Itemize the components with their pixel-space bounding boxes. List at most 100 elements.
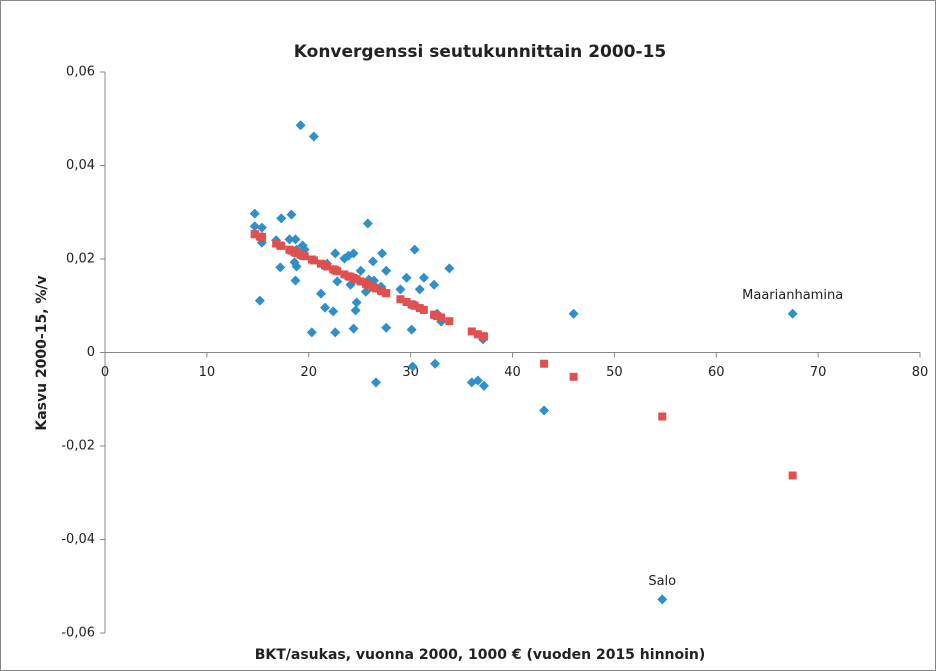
data-point [297,240,308,251]
x-tick-label: 0 [101,365,109,380]
data-point [467,327,476,336]
data-point [406,324,417,335]
x-tick-label: 10 [199,365,216,380]
data-point [370,377,381,388]
data-point [290,275,301,286]
data-point [285,245,294,254]
data-point [419,305,428,314]
data-point [315,288,326,299]
data-point [330,248,341,259]
data-point [378,287,387,296]
data-point [787,308,798,319]
annotation: Maarianhamina [742,288,843,303]
data-point [658,412,667,421]
y-tick-label: 0,02 [66,252,95,267]
data-point [290,234,301,245]
data-point [276,241,285,250]
data-point [362,218,373,229]
data-point [381,265,392,276]
data-point [395,284,406,295]
data-point [445,317,454,326]
data-point [349,274,358,283]
data-point [409,244,420,255]
data-point [340,270,349,279]
data-point [540,359,549,368]
y-tick-label: 0 [87,345,95,360]
data-point [330,327,341,338]
data-point [360,286,371,297]
chart-title: Konvergenssi seutukunnittain 2000-15 [294,42,666,62]
data-point [377,248,388,259]
data-point [320,302,331,313]
data-point [657,594,668,605]
data-point [308,131,319,142]
data-point [363,280,372,289]
data-point [382,289,391,298]
x-tick-label: 80 [912,365,929,380]
y-tick-label: -0,04 [61,532,95,547]
data-point [429,279,440,290]
data-point [333,267,342,276]
data-point [539,405,550,416]
data-point [291,261,302,272]
x-tick-label: 20 [300,365,317,380]
data-point [306,327,317,338]
data-point [255,232,264,241]
y-tick-label: 0,04 [66,158,95,173]
data-point [298,251,307,260]
x-tick-label: 50 [606,365,623,380]
y-tick-label: -0,06 [61,626,95,641]
data-point [414,284,425,295]
data-point [250,230,259,239]
data-point [437,313,446,322]
data-point [275,262,286,273]
y-axis-title: Kasvu 2000-15, %/v [34,275,50,430]
data-point [254,295,265,306]
data-point [323,262,332,271]
y-tick-label: 0,06 [66,65,95,80]
x-tick-label: 70 [810,365,827,380]
data-point [286,209,297,220]
x-axis-title: BKT/asukas, vuonna 2000, 1000 € (vuoden … [255,647,706,663]
data-point [418,272,429,283]
data-point [350,305,361,316]
data-point [478,380,489,391]
data-point [291,248,300,257]
y-tick-label: -0,02 [61,439,95,454]
data-point [396,295,405,304]
data-point [472,375,483,386]
data-point [407,361,418,372]
data-point [408,300,417,309]
data-point [276,213,287,224]
data-point [256,222,267,233]
data-point [332,276,343,287]
data-point [402,298,411,307]
data-point [568,308,579,319]
data-point [381,322,392,333]
data-point [356,277,365,286]
data-point [569,372,578,381]
data-point [401,272,412,283]
data-point [328,306,339,317]
annotation: Salo [648,574,676,589]
data-point [788,471,797,480]
data-point [444,263,455,274]
data-point [272,239,281,248]
data-point [473,330,482,339]
data-point [284,234,295,245]
data-point [316,259,325,268]
data-point [348,248,359,259]
data-point [415,304,424,313]
x-tick-label: 60 [708,365,725,380]
data-point [430,358,441,369]
data-point [348,323,359,334]
data-point [433,312,442,321]
data-point [371,284,380,293]
x-tick-label: 40 [504,365,521,380]
data-point [249,221,260,232]
data-point [307,255,316,264]
data-point [351,297,362,308]
data-point [355,265,366,276]
